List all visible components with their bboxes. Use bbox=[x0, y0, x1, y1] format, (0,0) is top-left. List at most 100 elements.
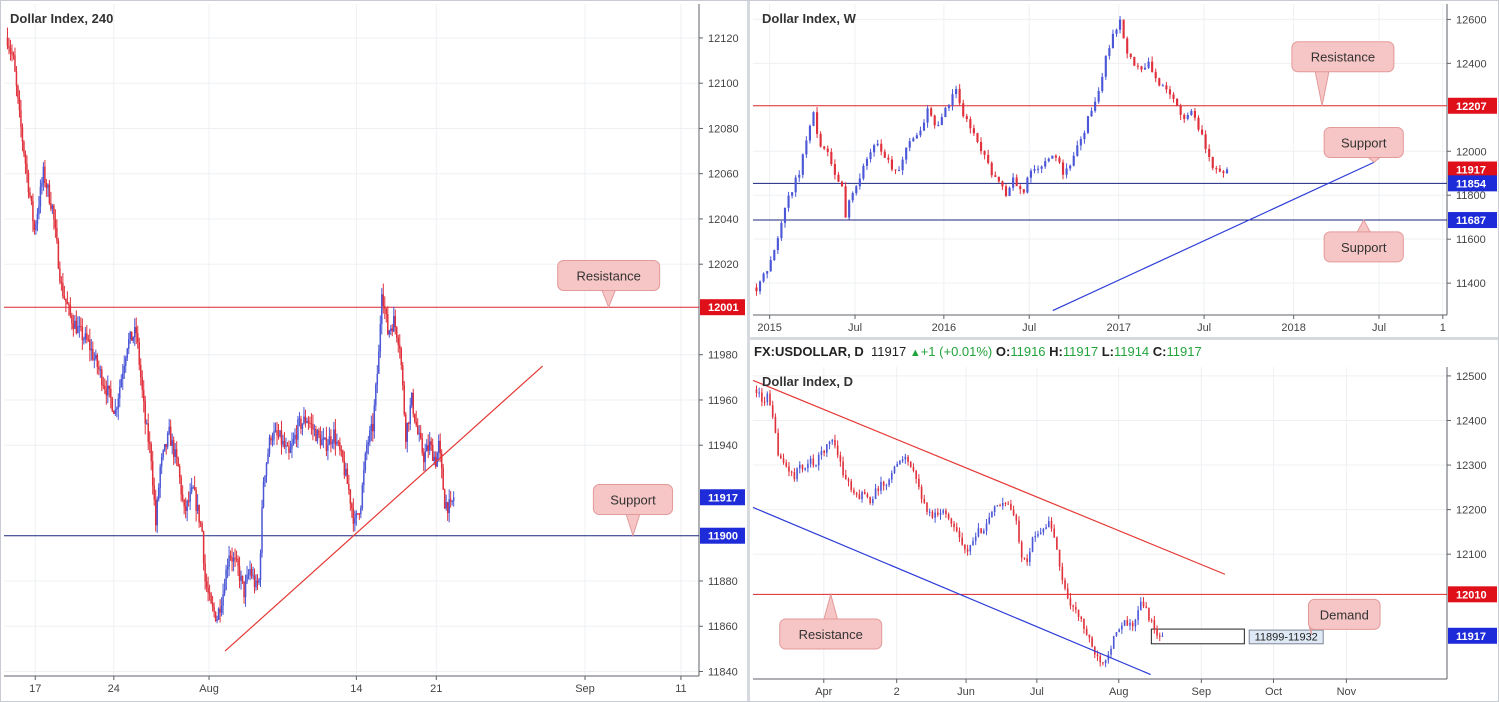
bull-candle bbox=[1086, 115, 1090, 135]
candle-body bbox=[780, 222, 783, 239]
candle-body bbox=[349, 489, 352, 504]
bull-candle bbox=[273, 422, 275, 446]
candle-body bbox=[180, 477, 182, 495]
candle-body bbox=[774, 416, 777, 433]
bull-candle bbox=[831, 438, 834, 445]
candle-body bbox=[226, 567, 229, 570]
candle-body bbox=[1179, 105, 1182, 115]
bear-candle bbox=[71, 312, 73, 330]
candle-body bbox=[407, 422, 410, 424]
candle-body bbox=[273, 431, 275, 440]
bear-candle bbox=[96, 353, 99, 375]
candle-body bbox=[990, 162, 993, 176]
candle-body bbox=[56, 227, 58, 241]
candle-body bbox=[887, 157, 890, 160]
weekly-chart-panel[interactable]: 12600 12400 12000 11800 11600 11400 2015 Jul 201… bbox=[750, 0, 1499, 337]
candle-body bbox=[92, 348, 94, 360]
bull-candle bbox=[1037, 530, 1039, 538]
bull-candle bbox=[42, 162, 45, 191]
candle-body bbox=[443, 489, 446, 509]
bear-candle bbox=[999, 503, 1001, 507]
bull-candle bbox=[336, 433, 338, 447]
bear-candle bbox=[842, 456, 844, 478]
candle-body bbox=[785, 462, 788, 467]
candle-body bbox=[204, 563, 206, 582]
bear-candle bbox=[1151, 56, 1154, 73]
candle-body bbox=[348, 484, 350, 490]
h4-chart-panel[interactable]: 12120 12100 12080 12060 12040 12020 11980 11960… bbox=[0, 0, 747, 702]
bear-candle bbox=[955, 522, 958, 533]
daily-chart-panel[interactable]: 12500 12400 12300 12200 12100 Apr 2 Jun Jul Aug Se… bbox=[750, 340, 1499, 702]
candle-body bbox=[156, 499, 158, 526]
candle-body bbox=[823, 450, 825, 453]
candle-body bbox=[928, 511, 931, 513]
candle-body bbox=[1069, 598, 1072, 606]
callout-box bbox=[557, 260, 661, 292]
daily-chart[interactable]: 12500 12400 12300 12200 12100 Apr 2 Jun Jul Aug Se… bbox=[750, 340, 1499, 702]
candle-body bbox=[877, 488, 880, 491]
bear-candle bbox=[1019, 184, 1022, 195]
candle-body bbox=[385, 308, 388, 315]
h4-chart[interactable]: 12120 12100 12080 12060 12040 12020 11980 11960… bbox=[0, 0, 747, 702]
candle-body bbox=[762, 273, 765, 282]
candle-body bbox=[45, 183, 48, 188]
bear-candle bbox=[1131, 620, 1134, 631]
bear-candle bbox=[391, 324, 394, 337]
candle-body bbox=[912, 138, 915, 142]
bull-candle bbox=[1094, 97, 1097, 113]
bear-candle bbox=[933, 114, 936, 129]
bear-candle bbox=[777, 428, 779, 457]
bull-candle bbox=[1008, 186, 1011, 197]
candle-body bbox=[798, 174, 801, 178]
callout-support: Support bbox=[1323, 126, 1404, 163]
candle-body bbox=[184, 506, 187, 511]
panel-divider-vertical[interactable] bbox=[747, 0, 750, 702]
candle-body bbox=[382, 294, 385, 307]
bear-candle bbox=[21, 123, 24, 152]
bear-candle bbox=[850, 478, 853, 493]
candle-body bbox=[364, 453, 367, 471]
candle-body bbox=[387, 314, 389, 335]
candle-body bbox=[1037, 168, 1040, 170]
bull-candle bbox=[93, 352, 96, 369]
price-tag-label: 12207 bbox=[1456, 101, 1487, 113]
price-tag-label: 11900 bbox=[708, 531, 738, 543]
bear-candle bbox=[976, 132, 979, 144]
candle-body bbox=[23, 141, 25, 154]
bull-candle bbox=[955, 85, 958, 99]
callout-label: Support bbox=[610, 493, 656, 508]
bear-candle bbox=[154, 489, 157, 532]
candle-body bbox=[298, 418, 301, 420]
candle-body bbox=[1118, 19, 1122, 30]
bear-candle bbox=[394, 309, 397, 335]
candle-body bbox=[1056, 537, 1058, 550]
bear-candle bbox=[11, 44, 13, 62]
bear-candle bbox=[72, 314, 75, 337]
bear-candle bbox=[207, 576, 209, 602]
bull-candle bbox=[974, 532, 977, 546]
price-tag-label: 11917 bbox=[708, 492, 738, 504]
bull-candle bbox=[425, 439, 428, 452]
candle-body bbox=[274, 430, 277, 432]
candle-body bbox=[880, 143, 883, 152]
candle-body bbox=[445, 502, 447, 509]
bear-candle bbox=[234, 548, 236, 568]
panel-divider-horizontal[interactable] bbox=[750, 337, 1499, 340]
candle-body bbox=[351, 503, 353, 509]
candle-body bbox=[1039, 532, 1042, 535]
candle-body bbox=[831, 439, 834, 442]
bull-candle bbox=[232, 552, 235, 572]
candle-body bbox=[83, 339, 85, 341]
candle-body bbox=[1066, 588, 1069, 599]
price-axis-label: 11880 bbox=[708, 576, 738, 588]
candle-body bbox=[393, 315, 395, 332]
bear-candle bbox=[135, 317, 137, 344]
weekly-chart[interactable]: 12600 12400 12000 11800 11600 11400 2015 Jul 201… bbox=[750, 0, 1499, 337]
bear-candle bbox=[890, 155, 893, 172]
candle-body bbox=[360, 507, 362, 515]
bull-candle bbox=[279, 430, 281, 438]
time-axis-label: Jul bbox=[1372, 322, 1386, 334]
bear-candle bbox=[1091, 636, 1093, 648]
callout-support: Support bbox=[1323, 219, 1404, 263]
candle-body bbox=[9, 48, 12, 53]
